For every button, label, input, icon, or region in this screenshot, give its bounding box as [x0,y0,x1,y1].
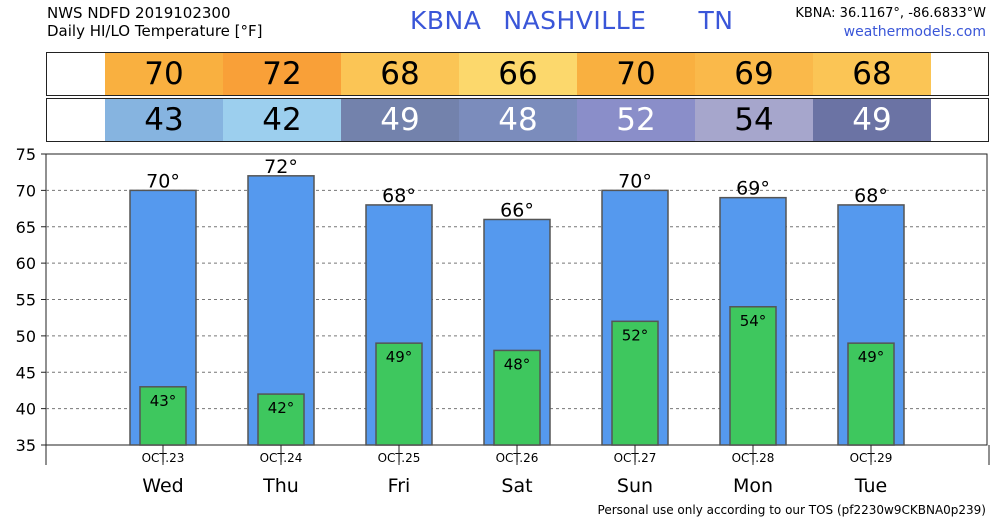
high-label: 68° [382,185,416,207]
y-tick-label: 40 [16,400,36,419]
high-label: 69° [736,178,770,200]
day-label: Sun [617,475,653,497]
day-label: Fri [388,475,411,497]
station-id: KBNA [410,6,482,35]
low-temp-cell: 54 [695,99,813,141]
low-temp-cell: 42 [223,99,341,141]
day-label: Sat [501,475,532,497]
high-temp-cell: 68 [341,53,459,95]
station-meta: KBNA: 36.1167°, -86.6833°W weathermodels… [795,4,986,42]
model-run-title: NWS NDFD 2019102300 [47,4,231,22]
low-temp-cell: 48 [459,99,577,141]
low-bar [493,349,541,446]
high-temp-cell: 69 [695,53,813,95]
low-label: 54° [740,312,767,330]
high-label: 68° [854,185,888,207]
low-temp-row: 43 42 49 48 52 54 49 [46,98,989,142]
station-state: TN [698,6,734,35]
low-label: 49° [386,348,413,366]
high-temp-cell: 68 [813,53,931,95]
y-tick-label: 35 [16,436,36,455]
day-label: Thu [262,475,299,497]
high-label: 70° [146,170,180,192]
high-temp-cell: 70 [577,53,695,95]
high-temp-cell: 72 [223,53,341,95]
station-coordinates: KBNA: 36.1167°, -86.6833°W [795,6,986,21]
y-tick-label: 65 [16,218,36,237]
product-title: Daily HI/LO Temperature [°F] [47,22,263,40]
low-temp-cell: 52 [577,99,695,141]
low-bar [139,386,187,446]
high-temp-cell: 70 [105,53,223,95]
model-run-info: NWS NDFD 2019102300 Daily HI/LO Temperat… [47,4,263,40]
high-temp-row: 70 72 68 66 70 69 68 [46,52,989,96]
low-label: 52° [622,326,649,344]
y-tick-label: 45 [16,363,36,382]
low-label: 49° [858,348,885,366]
y-tick-label: 70 [16,181,36,200]
station-title: KBNA NASHVILLE TN [410,6,733,35]
site-link[interactable]: weathermodels.com [843,24,986,40]
day-label: Tue [854,475,887,497]
low-label: 42° [268,399,295,417]
low-label: 48° [504,355,531,373]
y-tick-label: 50 [16,327,36,346]
low-temp-cell: 49 [341,99,459,141]
day-label: Wed [142,475,183,497]
tos-footer: Personal use only according to our TOS (… [597,503,986,517]
low-bar [611,320,659,446]
y-tick-label: 75 [16,145,36,164]
high-label: 70° [618,170,652,192]
high-label: 72° [264,156,298,178]
station-city: NASHVILLE [503,6,647,35]
day-label: Mon [733,475,773,497]
high-label: 66° [500,199,534,221]
y-tick-label: 60 [16,254,36,273]
low-label: 43° [150,392,177,410]
low-temp-cell: 43 [105,99,223,141]
low-temp-cell: 49 [813,99,931,141]
y-tick-label: 55 [16,291,36,310]
high-temp-cell: 66 [459,53,577,95]
low-bar [375,342,423,446]
